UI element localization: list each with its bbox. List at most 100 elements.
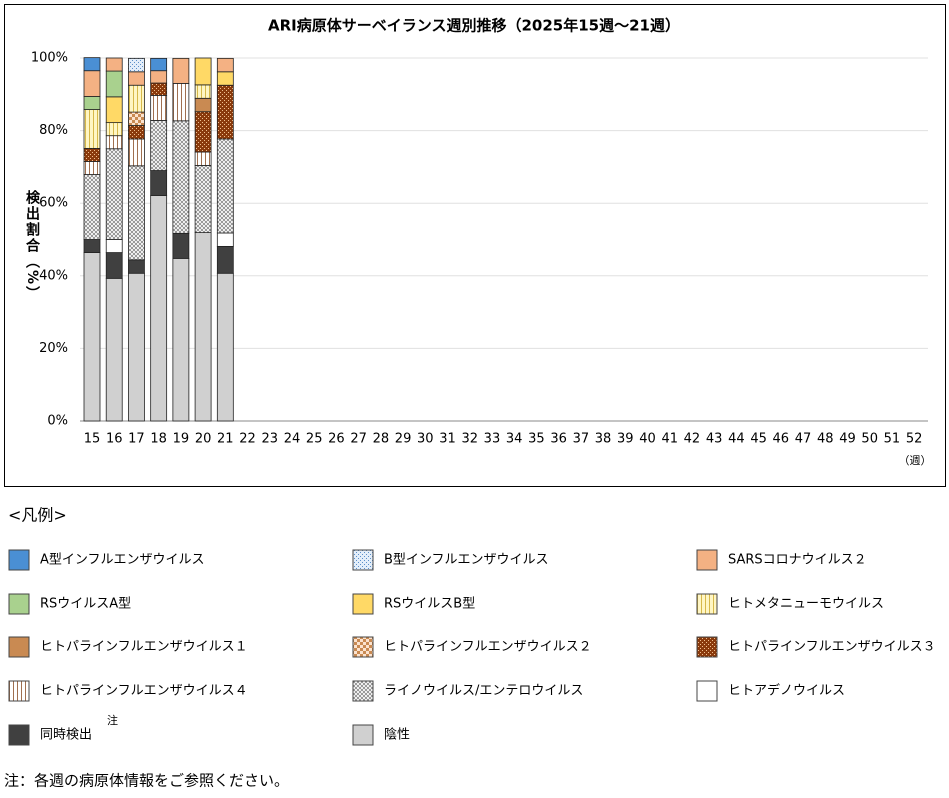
y-tick-label: 60%: [39, 196, 68, 211]
bar-segment: [150, 82, 168, 96]
x-tick-label: 37: [573, 432, 590, 447]
x-tick-label: 24: [284, 432, 301, 447]
bar-segment: [105, 239, 123, 253]
x-tick-label: 33: [484, 432, 501, 447]
x-tick-label: 51: [884, 432, 901, 447]
y-tick-label: 20%: [39, 341, 68, 356]
x-tick-label: 15: [84, 432, 101, 447]
bar-segment: [194, 97, 212, 113]
chart-frame: [4, 4, 946, 487]
chart-title: ARI病原体サーベイランス週別推移（2025年15週～21週）: [268, 17, 680, 35]
x-tick-label: 39: [617, 432, 634, 447]
legend-label: ヒトパラインフルエンザウイルス１: [40, 640, 248, 655]
y-tick-label: 0%: [47, 414, 68, 429]
x-tick-label: 18: [150, 432, 167, 447]
bar-segment: [105, 252, 123, 279]
legend-label: ヒトアデノウイルス: [728, 683, 845, 699]
x-tick-label: 42: [684, 432, 701, 447]
bar-segment: [172, 83, 190, 122]
bar-segment: [105, 148, 123, 240]
legend-swatch: [8, 724, 30, 746]
y-tick-label: 80%: [39, 123, 68, 138]
bar-segment: [128, 259, 145, 274]
bar-segment: [105, 135, 123, 150]
bar-segment: [83, 239, 101, 253]
x-tick-label: 45: [750, 432, 767, 447]
bar-segment: [194, 84, 212, 99]
legend-label: RSウイルスB型: [384, 597, 475, 612]
x-tick-label: 46: [773, 432, 790, 447]
legend-swatch: [8, 549, 30, 571]
legend-label: ヒトメタニューモウイルス: [728, 597, 884, 612]
bar-segment: [172, 257, 190, 422]
bar-segment: [150, 94, 168, 121]
legend-swatch: [696, 593, 718, 615]
bar-segment: [216, 71, 234, 86]
bar-segment: [83, 57, 101, 72]
bar-segment: [172, 232, 190, 259]
legend-label: ヒトパラインフルエンザウイルス２: [384, 640, 592, 655]
bar-segment: [128, 138, 145, 167]
bar-segment: [83, 252, 101, 422]
legend-swatch: [696, 636, 718, 658]
bar-segment: [128, 84, 145, 113]
x-tick-label: 22: [239, 432, 256, 447]
x-tick-label: 44: [728, 432, 745, 447]
legend-swatch: [8, 636, 30, 658]
x-tick-label: 26: [328, 432, 345, 447]
bar-segment: [105, 57, 123, 72]
bar-segment: [216, 57, 234, 73]
y-tick-label: 100%: [31, 51, 68, 66]
y-tick-label: 40%: [39, 268, 68, 283]
bar-segment: [128, 272, 145, 422]
bar-segment: [105, 122, 123, 137]
legend-swatch: [696, 549, 718, 571]
bar-segment: [194, 57, 212, 86]
x-tick-label: 50: [861, 432, 878, 447]
bar-segment: [150, 170, 168, 196]
bar-segment: [83, 174, 101, 240]
x-tick-label: 19: [173, 432, 190, 447]
legend-label: RSウイルスA型: [40, 597, 131, 612]
x-tick-label: 28: [373, 432, 390, 447]
bar-segment: [150, 120, 168, 171]
x-tick-label: 35: [528, 432, 545, 447]
x-tick-label: 21: [217, 432, 234, 447]
x-tick-label: 20: [195, 432, 212, 447]
legend-swatch: [352, 549, 374, 571]
x-tick-label: 41: [661, 432, 678, 447]
legend-swatch: [352, 636, 374, 658]
x-tick-label: 49: [839, 432, 856, 447]
x-tick-label: 30: [417, 432, 434, 447]
bar-segment: [83, 96, 101, 110]
bar-segment: [216, 272, 234, 422]
x-tick-label: 38: [595, 432, 612, 447]
bar-segment: [128, 125, 145, 140]
legend-swatch: [352, 680, 374, 702]
bar-segment: [128, 165, 145, 261]
bar-segment: [150, 195, 168, 422]
legend-title: <凡例>: [8, 506, 67, 525]
x-tick-label: 17: [128, 432, 145, 447]
bar-segment: [172, 120, 190, 234]
legend-label: A型インフルエンザウイルス: [40, 553, 205, 568]
bar-segment: [128, 57, 145, 73]
x-tick-label: 16: [106, 432, 123, 447]
legend-label: ヒトパラインフルエンザウイルス４: [40, 684, 248, 699]
x-tick-label: 23: [261, 432, 278, 447]
bar-segment: [194, 165, 212, 234]
x-tick-label: 27: [350, 432, 367, 447]
legend-note-mark: 注: [107, 713, 118, 727]
bar-segment: [83, 109, 101, 149]
x-tick-label: 43: [706, 432, 723, 447]
x-tick-label: 47: [795, 432, 812, 447]
bar-segment: [128, 71, 145, 86]
bar-segment: [216, 138, 234, 234]
legend-label: ヒトパラインフルエンザウイルス３: [728, 640, 936, 655]
bar-segment: [216, 245, 234, 274]
x-tick-label: 52: [906, 432, 923, 447]
x-tick-label: 31: [439, 432, 456, 447]
bar-segment: [172, 57, 190, 84]
x-tick-label: 40: [639, 432, 656, 447]
